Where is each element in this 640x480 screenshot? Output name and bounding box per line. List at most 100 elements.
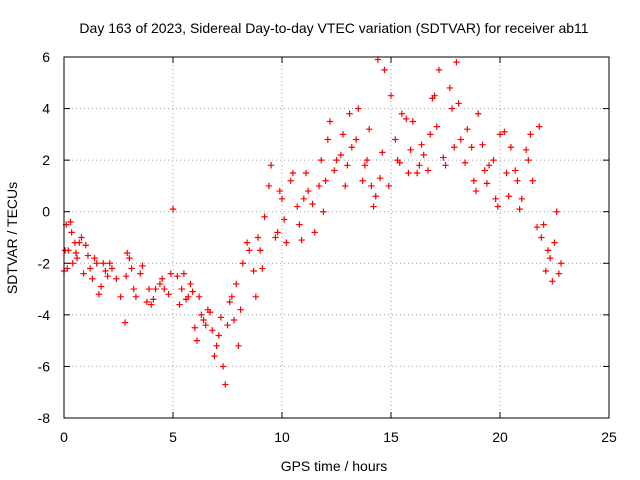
data-point [97, 283, 105, 290]
data-point [95, 291, 103, 298]
data-points [60, 56, 565, 388]
data-point [93, 260, 100, 267]
data-point [259, 265, 266, 272]
data-point [549, 278, 556, 285]
data-point [344, 162, 351, 169]
data-point [278, 195, 286, 203]
data-point [139, 262, 146, 270]
x-axis-ticks: 0 5 10 15 20 25 [60, 57, 617, 445]
data-point [300, 195, 307, 203]
data-point [368, 182, 375, 190]
data-point [396, 159, 403, 166]
data-point [222, 381, 229, 388]
data-point [505, 193, 512, 200]
data-point [217, 314, 225, 321]
data-point [468, 144, 475, 151]
data-point [342, 182, 349, 190]
data-point [481, 167, 488, 174]
data-point [198, 311, 205, 319]
data-point [337, 151, 345, 159]
data-point [483, 180, 491, 187]
data-point [409, 118, 416, 125]
grid-lines [64, 57, 609, 418]
data-point [553, 208, 560, 215]
data-point [479, 141, 486, 148]
data-point [507, 144, 515, 151]
y-tick-label: 4 [42, 101, 50, 117]
y-tick-label: -6 [38, 358, 51, 374]
data-point [276, 187, 284, 195]
data-point [102, 267, 109, 275]
data-point [503, 169, 510, 177]
data-point [132, 293, 140, 301]
data-point [267, 162, 275, 169]
data-point [435, 66, 443, 74]
data-point [379, 149, 386, 156]
data-point [339, 131, 347, 138]
data-point [315, 182, 323, 190]
data-point [427, 131, 434, 138]
y-tick-label: 6 [42, 49, 50, 65]
data-point [165, 291, 172, 298]
data-point [145, 285, 153, 293]
data-point [89, 275, 96, 282]
x-tick-label: 0 [60, 429, 68, 445]
data-point [237, 306, 244, 313]
data-point [424, 167, 432, 174]
data-point [361, 162, 369, 169]
data-point [176, 301, 183, 308]
data-point [311, 229, 318, 236]
data-point [169, 205, 177, 213]
data-point [252, 293, 260, 301]
data-point [180, 270, 188, 277]
data-point [492, 195, 499, 203]
data-point [257, 247, 264, 254]
data-point [405, 169, 412, 177]
y-tick-label: 0 [42, 204, 50, 220]
data-point [167, 270, 175, 277]
data-point [333, 156, 340, 164]
data-point [451, 144, 458, 151]
data-point [485, 162, 493, 169]
data-point [433, 123, 440, 130]
data-point [527, 131, 534, 138]
data-point [287, 177, 294, 184]
data-point [442, 162, 449, 169]
data-point [429, 95, 436, 102]
data-point [274, 229, 281, 236]
data-point [254, 234, 262, 241]
data-point [440, 154, 447, 161]
x-tick-label: 10 [274, 429, 290, 445]
data-point [152, 285, 159, 293]
data-point [73, 254, 81, 262]
data-point [200, 316, 207, 324]
data-point [150, 296, 157, 303]
data-point [243, 239, 251, 246]
data-point [209, 327, 216, 334]
data-point [376, 174, 384, 182]
x-axis-label: GPS time / hours [281, 458, 388, 474]
data-point [68, 229, 75, 236]
data-point [272, 234, 279, 241]
data-point [413, 169, 421, 177]
data-point [233, 280, 240, 288]
y-axis-label: SDTVAR / TECUs [4, 182, 20, 294]
data-point [106, 260, 113, 267]
data-point [302, 169, 310, 177]
data-point [446, 84, 454, 92]
data-point [130, 285, 137, 293]
data-point [326, 118, 334, 125]
data-point [72, 249, 80, 257]
data-point [250, 267, 257, 275]
data-point [501, 128, 508, 135]
data-point [84, 252, 92, 259]
data-point [551, 239, 558, 246]
data-point [189, 288, 196, 295]
data-point [156, 280, 164, 288]
data-point [211, 352, 218, 360]
data-point [289, 169, 297, 177]
data-point [91, 254, 98, 262]
data-point [161, 285, 168, 293]
y-tick-label: 2 [42, 152, 50, 168]
data-point [76, 239, 83, 246]
